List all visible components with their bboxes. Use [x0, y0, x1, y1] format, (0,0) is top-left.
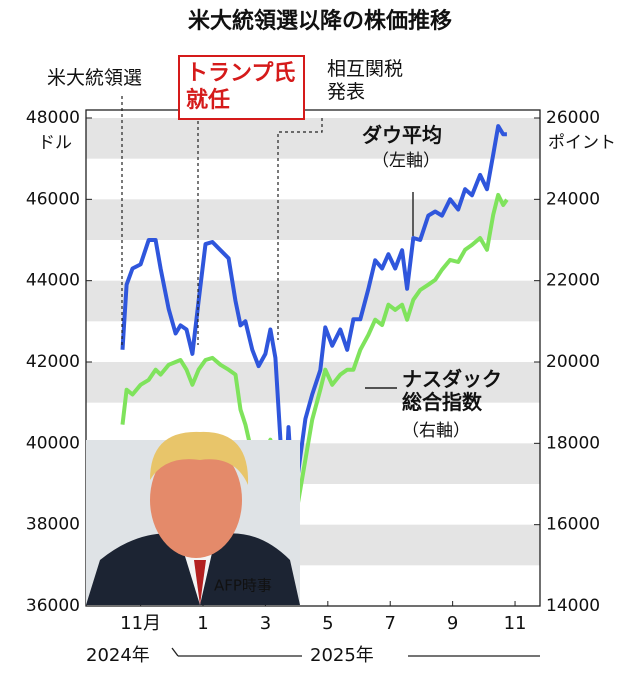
plot-frame: [85, 109, 541, 607]
legend-label: ナスダック総合指数: [402, 367, 502, 414]
y2-tick-label: 24000: [546, 189, 600, 209]
y-tick-label: 48000: [26, 108, 80, 128]
x-tick-label: 9: [447, 613, 458, 634]
annotation: トランプ氏就任: [186, 61, 296, 113]
y-tick-label: 38000: [26, 515, 80, 535]
y-tick-label: 44000: [26, 271, 80, 291]
y2-tick-label: 16000: [546, 515, 600, 535]
y2-unit: ポイント: [548, 133, 616, 153]
legend-note: （左軸）: [372, 151, 440, 171]
y-unit: ドル: [38, 133, 72, 153]
grid-band: [86, 280, 540, 322]
year-label: 2024年: [86, 645, 150, 666]
y2-tick-label: 18000: [546, 433, 600, 453]
y2-tick-label: 14000: [546, 596, 600, 616]
year-bracket: [171, 647, 540, 657]
y-tick-label: 42000: [26, 352, 80, 372]
year-label: 2025年: [310, 645, 374, 666]
grid-band: [86, 199, 540, 240]
photo: [86, 431, 300, 605]
y-tick-label: 46000: [26, 189, 80, 209]
x-tick-label: 7: [385, 613, 396, 634]
series-line: [120, 192, 509, 552]
y-tick-label: 36000: [26, 596, 80, 616]
x-tick-label: 11: [504, 613, 527, 634]
x-tick-label: 5: [322, 613, 333, 634]
x-tick-label: 1: [197, 613, 208, 634]
callouts: [121, 96, 323, 345]
y2-tick-label: 22000: [546, 271, 600, 291]
photo-credit: AFP時事: [214, 577, 272, 595]
y-tick-label: 40000: [26, 433, 80, 453]
series-line: [120, 124, 507, 543]
x-tick-label: 11月: [120, 613, 161, 634]
y2-tick-label: 26000: [546, 108, 600, 128]
grid-band: [86, 118, 540, 159]
chart-title: 米大統領選以降の株価推移: [188, 8, 452, 34]
legend-label: ダウ平均: [362, 123, 442, 147]
x-tick-label: 3: [260, 613, 271, 634]
legend-leaders: [365, 192, 414, 389]
y2-tick-label: 20000: [546, 352, 600, 372]
legend-note: （右軸）: [402, 421, 470, 441]
annotation: 相互関税発表: [327, 58, 404, 103]
annotation: 米大統領選: [47, 67, 143, 89]
inauguration-box: [178, 55, 305, 120]
